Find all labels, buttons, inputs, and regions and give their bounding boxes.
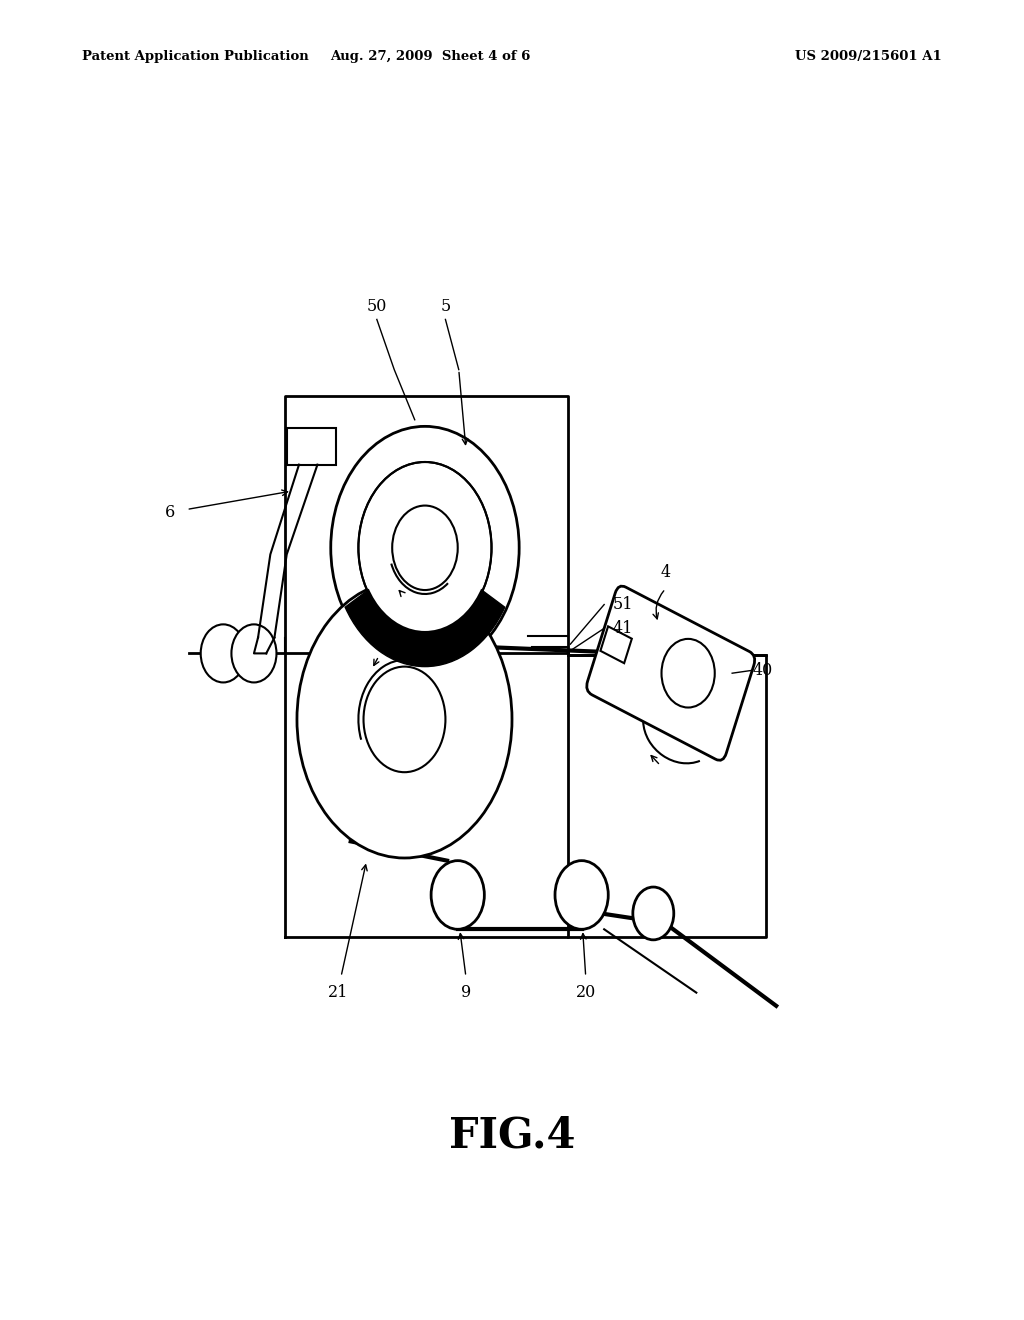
Circle shape bbox=[392, 506, 458, 590]
Circle shape bbox=[633, 887, 674, 940]
Text: Aug. 27, 2009  Sheet 4 of 6: Aug. 27, 2009 Sheet 4 of 6 bbox=[330, 50, 530, 63]
Text: 20: 20 bbox=[575, 985, 596, 1001]
Bar bbox=[600, 627, 632, 663]
Circle shape bbox=[360, 465, 489, 631]
Text: 41: 41 bbox=[612, 620, 633, 636]
Circle shape bbox=[231, 624, 276, 682]
Text: 5: 5 bbox=[440, 298, 451, 314]
Text: Patent Application Publication: Patent Application Publication bbox=[82, 50, 308, 63]
Bar bbox=[287, 428, 336, 465]
Text: 9: 9 bbox=[461, 985, 471, 1001]
Text: FIG.4: FIG.4 bbox=[449, 1114, 575, 1156]
Circle shape bbox=[358, 462, 492, 634]
Text: 6: 6 bbox=[165, 504, 175, 520]
FancyBboxPatch shape bbox=[587, 586, 755, 760]
Circle shape bbox=[431, 861, 484, 929]
Circle shape bbox=[555, 861, 608, 929]
Circle shape bbox=[297, 581, 512, 858]
Wedge shape bbox=[345, 548, 505, 667]
Text: 21: 21 bbox=[328, 985, 348, 1001]
Text: 50: 50 bbox=[367, 298, 387, 314]
Circle shape bbox=[331, 426, 519, 669]
Circle shape bbox=[662, 639, 715, 708]
Text: US 2009/215601 A1: US 2009/215601 A1 bbox=[796, 50, 942, 63]
Circle shape bbox=[201, 624, 246, 682]
Text: 40: 40 bbox=[753, 663, 773, 678]
Circle shape bbox=[364, 667, 445, 772]
Text: 51: 51 bbox=[612, 597, 633, 612]
Text: 4: 4 bbox=[660, 565, 671, 581]
